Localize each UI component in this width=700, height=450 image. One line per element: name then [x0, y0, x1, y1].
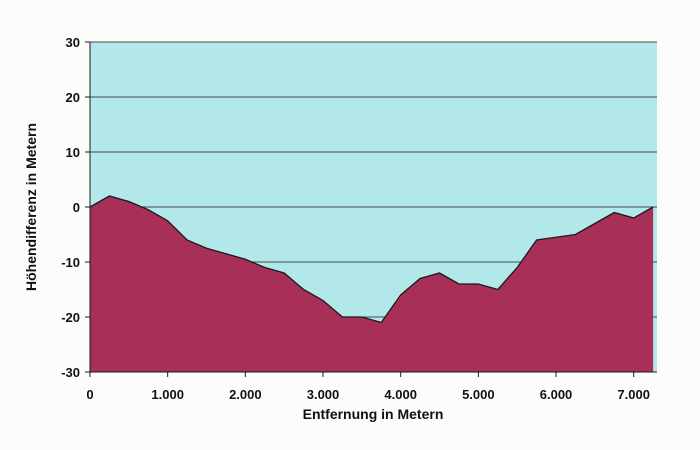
x-tick-label: 5.000: [462, 387, 495, 402]
y-axis-title: Höhendifferenz in Metern: [23, 123, 39, 291]
x-tick-label: 1.000: [151, 387, 184, 402]
y-tick-labels: -30 -20 -10 0 10 20 30: [61, 35, 90, 380]
x-tick-label: 3.000: [307, 387, 340, 402]
x-tick-label: 2.000: [229, 387, 262, 402]
x-tick-labels: 0 1.000 2.000 3.000 4.000 5.000 6.000 7.000: [86, 372, 650, 402]
y-tick-label: 30: [66, 35, 80, 50]
y-tick-label: -20: [61, 310, 80, 325]
y-tick-label: 20: [66, 90, 80, 105]
x-tick-label: 6.000: [540, 387, 573, 402]
y-tick-label: 0: [73, 200, 80, 215]
elevation-area: [90, 196, 654, 372]
x-tick-label: 4.000: [384, 387, 417, 402]
x-tick-label: 0: [86, 387, 93, 402]
x-tick-label: 7.000: [617, 387, 650, 402]
elevation-line: [89, 195, 654, 324]
y-tick-label: -10: [61, 255, 80, 270]
y-tick-label: -30: [61, 365, 80, 380]
y-tick-label: 10: [66, 145, 80, 160]
x-axis-title: Entfernung in Metern: [303, 406, 444, 422]
